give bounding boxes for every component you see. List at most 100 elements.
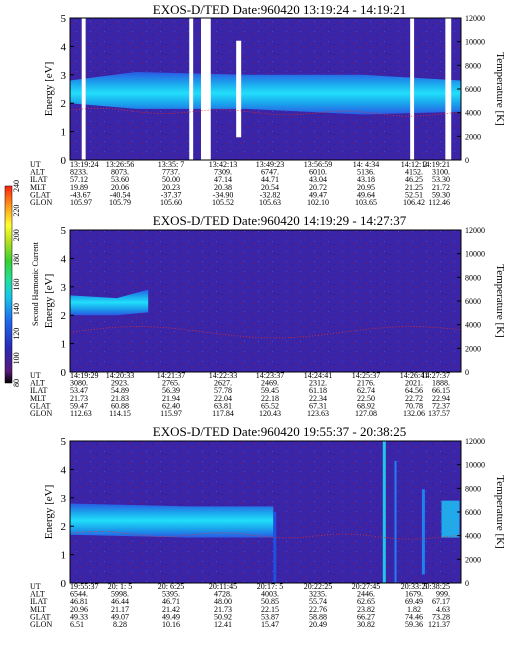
ephemeris-value: 5395.: [162, 590, 180, 599]
panel-title: EXOS-D/TED Date:960420 14:19:29 - 14:27:…: [153, 213, 407, 228]
ephemeris-value: 59.30: [432, 190, 450, 199]
energy-band: [382, 441, 386, 583]
y-tick-label: 5: [61, 225, 67, 237]
ephemeris-value: 14:27:37: [422, 371, 450, 380]
y-tick-label: 3: [61, 493, 67, 505]
ephemeris-value: 2312.: [309, 379, 327, 388]
ephemeris-row-label: GLON: [30, 198, 52, 207]
ephemeris-row-label: ILAT: [30, 597, 47, 606]
ephemeris-value: 46.81: [70, 597, 88, 606]
colorbar-scale: [4, 185, 13, 384]
ephemeris-value: 3080.: [70, 379, 88, 388]
ephemeris-value: 20:22:25: [304, 582, 332, 591]
y-tick-label: 0: [61, 155, 67, 167]
colorbar-tick-label: 120: [12, 328, 21, 340]
y2-tick-label: 12000: [465, 14, 485, 23]
ephemeris-value: 105.52: [212, 198, 234, 207]
ephemeris-value: 13:56:59: [304, 160, 332, 169]
colorbar-tick-label: 240: [12, 180, 21, 192]
ephemeris-value: 23.82: [357, 605, 375, 614]
energy-band: [394, 460, 397, 583]
ephemeris-value: 20.49: [309, 620, 327, 629]
colorbar-tick-label: 160: [12, 279, 21, 291]
ephemeris-row-label: ILAT: [30, 175, 47, 184]
ephemeris-value: 3235.: [309, 590, 327, 599]
ephemeris-value: 74.46: [405, 612, 423, 621]
ephemeris-value: 20:27:45: [352, 582, 380, 591]
ephemeris-value: 8073.: [111, 168, 129, 177]
ephemeris-value: 123.63: [307, 409, 329, 418]
ephemeris-value: 112.63: [70, 409, 92, 418]
colorbar-tick-label: 220: [12, 205, 21, 217]
ephemeris-value: 2446.: [357, 590, 375, 599]
ephemeris-value: 20:11:45: [209, 582, 237, 591]
ephemeris-value: -34.90: [213, 190, 234, 199]
y2-tick-label: 2000: [465, 555, 481, 564]
ephemeris-value: 105.60: [160, 198, 182, 207]
ephemeris-value: 137.57: [428, 409, 450, 418]
ephemeris-value: -32.82: [260, 190, 281, 199]
y-tick-label: 1: [61, 550, 67, 562]
ephemeris-value: 20.23: [162, 183, 180, 192]
ephemeris-value: 8233.: [70, 168, 88, 177]
ephemeris-value: 3100.: [432, 168, 450, 177]
y2-tick-label: 4000: [465, 321, 481, 330]
y2-axis-label: Temperature [K]: [494, 475, 505, 548]
ephemeris-value: 66.15: [432, 386, 450, 395]
ephemeris-value: 105.97: [70, 198, 92, 207]
ephemeris-value: 64.56: [405, 386, 423, 395]
y2-tick-label: 0: [465, 156, 469, 165]
ephemeris-value: 14:19:29: [70, 371, 98, 380]
ephemeris-value: 2021.: [405, 379, 423, 388]
ephemeris-value: 20.95: [357, 183, 375, 192]
y2-tick-label: 12000: [465, 226, 485, 235]
ephemeris-value: 68.92: [357, 401, 375, 410]
y-axis-label: Energy [eV]: [43, 485, 55, 539]
ephemeris-value: 21.83: [111, 394, 129, 403]
ephemeris-row-label: MLT: [30, 183, 46, 192]
colorbar-label: Second Harmonic Current: [31, 241, 40, 326]
y-tick-label: 1: [61, 339, 67, 351]
y-axis-label: Energy [eV]: [43, 274, 55, 328]
ephemeris-value: 21.94: [162, 394, 180, 403]
ephemeris-value: 58.88: [309, 612, 327, 621]
colorbar-tick-label: 180: [12, 254, 21, 266]
y2-tick-label: 8000: [465, 484, 481, 493]
ephemeris-value: 22.18: [261, 394, 279, 403]
y2-tick-label: 0: [465, 579, 469, 588]
ephemeris-value: 53.87: [261, 612, 279, 621]
ephemeris-value: 1888.: [432, 379, 450, 388]
ephemeris-row-label: ALT: [30, 590, 45, 599]
ephemeris-value: 66.27: [357, 612, 375, 621]
ephemeris-value: 67.31: [309, 401, 327, 410]
ephemeris-value: 70.78: [405, 401, 423, 410]
ephemeris-value: 13:42:13: [209, 160, 237, 169]
ephemeris-value: 73.28: [432, 612, 450, 621]
ephemeris-value: 67.17: [432, 597, 450, 606]
ephemeris-value: 121.37: [428, 620, 450, 629]
y2-tick-label: 0: [465, 368, 469, 377]
ephemeris-value: 59.47: [70, 401, 88, 410]
y-tick-label: 2: [61, 98, 67, 110]
ephemeris-value: 69.49: [405, 597, 423, 606]
y-tick-label: 1: [61, 127, 67, 139]
ephemeris-value: 21.17: [111, 605, 129, 614]
ephemeris-value: 53.30: [432, 175, 450, 184]
ephemeris-row-label: GLAT: [30, 612, 51, 621]
ephemeris-value: 20: 1: 5: [108, 582, 132, 591]
ephemeris-value: 14:22:33: [209, 371, 237, 380]
y2-tick-label: 4000: [465, 109, 481, 118]
ephemeris-value: 21.25: [405, 183, 423, 192]
ephemeris-value: 1.82: [407, 605, 421, 614]
ephemeris-value: 72.37: [432, 401, 450, 410]
ephemeris-value: 14: 4:34: [353, 160, 379, 169]
ephemeris-value: 120.43: [259, 409, 281, 418]
energy-band: [441, 500, 460, 538]
ephemeris-value: 7309.: [214, 168, 232, 177]
ephemeris-value: 61.18: [309, 386, 327, 395]
ephemeris-value: 52.51: [405, 190, 423, 199]
ephemeris-row-label: UT: [30, 582, 41, 591]
ephemeris-value: 2923.: [111, 379, 129, 388]
y-tick-label: 3: [61, 282, 67, 294]
ephemeris-value: 22.94: [432, 394, 450, 403]
